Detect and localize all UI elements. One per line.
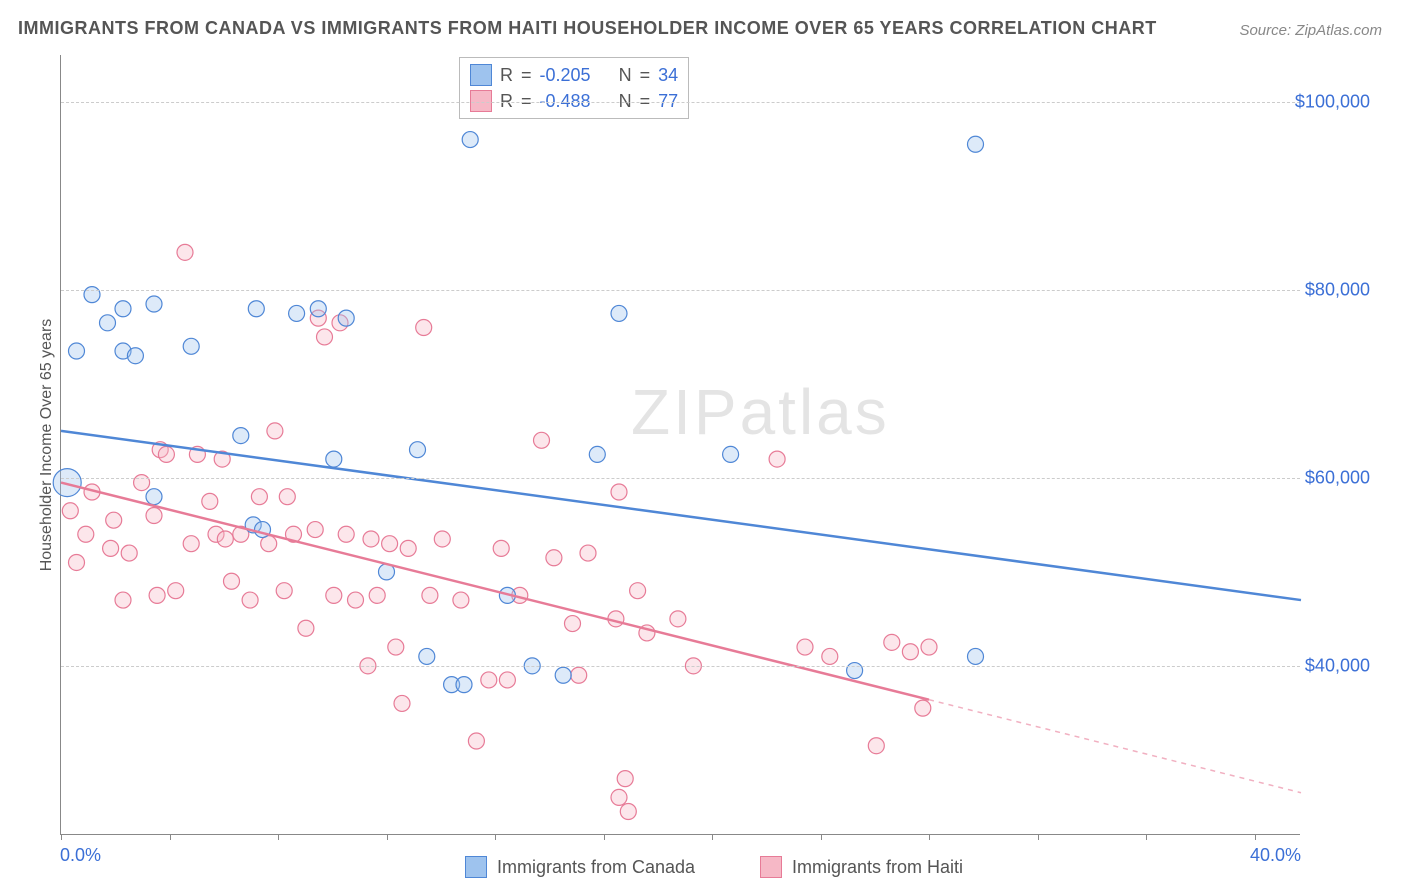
chart-title: IMMIGRANTS FROM CANADA VS IMMIGRANTS FRO… bbox=[18, 18, 1157, 39]
y-axis-label: Householder Income Over 65 years bbox=[38, 318, 56, 571]
y-tick-100000: $100,000 bbox=[1295, 91, 1370, 112]
legend-item-canada: Immigrants from Canada bbox=[465, 856, 695, 878]
swatch-canada bbox=[470, 64, 492, 86]
source-label: Source: ZipAtlas.com bbox=[1239, 22, 1382, 39]
equals-sign: = bbox=[521, 65, 532, 86]
stat-r-canada: -0.205 bbox=[540, 65, 591, 86]
equals-sign: = bbox=[640, 65, 651, 86]
legend-item-haiti: Immigrants from Haiti bbox=[760, 856, 963, 878]
x-tick-0: 0.0% bbox=[60, 845, 101, 866]
legend-label-canada: Immigrants from Canada bbox=[497, 857, 695, 878]
legend-stats-box: R = -0.205 N = 34 R = -0.488 N = 77 bbox=[459, 57, 689, 119]
swatch-haiti bbox=[760, 856, 782, 878]
stat-n-canada: 34 bbox=[658, 65, 678, 86]
legend-stats-row-canada: R = -0.205 N = 34 bbox=[470, 62, 678, 88]
stat-n-label: N bbox=[619, 65, 632, 86]
y-tick-80000: $80,000 bbox=[1305, 279, 1370, 300]
stat-r-label: R bbox=[500, 65, 513, 86]
chart-svg bbox=[61, 55, 1300, 834]
x-tick-40: 40.0% bbox=[1250, 845, 1301, 866]
y-tick-40000: $40,000 bbox=[1305, 655, 1370, 676]
legend-label-haiti: Immigrants from Haiti bbox=[792, 857, 963, 878]
swatch-canada bbox=[465, 856, 487, 878]
y-tick-60000: $60,000 bbox=[1305, 467, 1370, 488]
plot-area: Householder Income Over 65 years ZIPatla… bbox=[60, 55, 1300, 835]
